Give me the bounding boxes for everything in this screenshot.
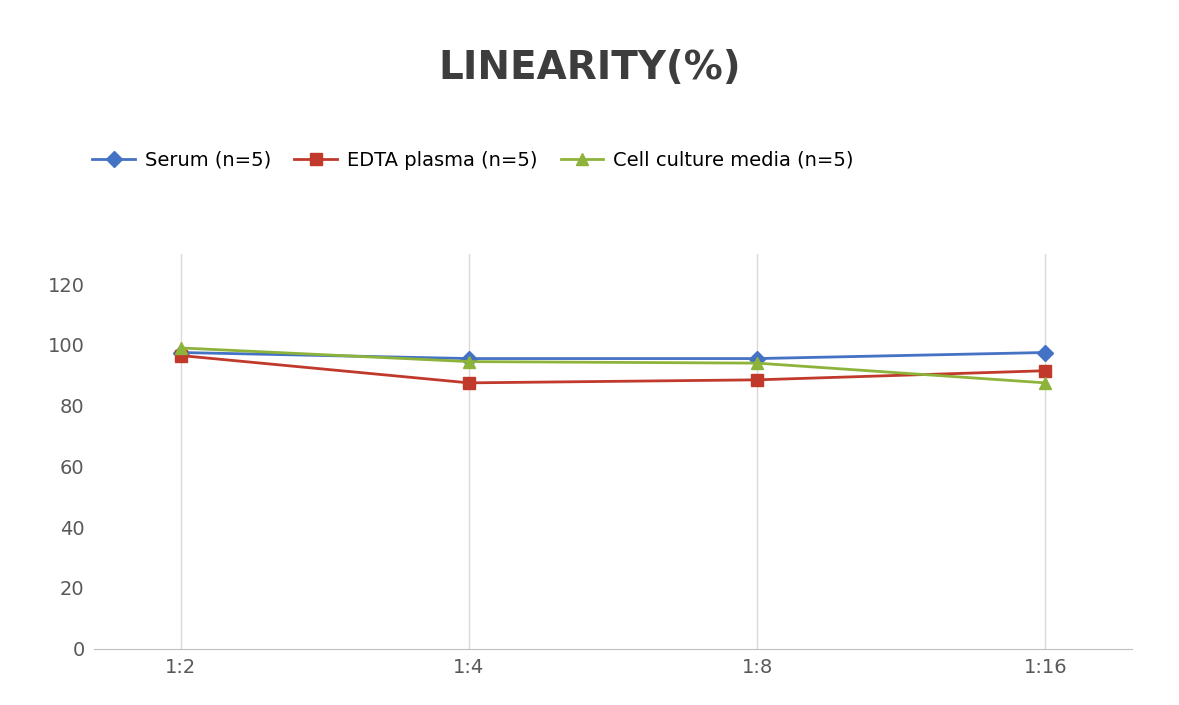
Serum (n=5) [1039, 348, 1053, 357]
Serum (n=5) [750, 355, 764, 363]
Cell culture media (n=5) [462, 357, 476, 366]
Cell culture media (n=5) [750, 359, 764, 367]
Line: Cell culture media (n=5): Cell culture media (n=5) [176, 343, 1050, 388]
Serum (n=5) [173, 348, 187, 357]
Line: Serum (n=5): Serum (n=5) [176, 347, 1050, 364]
EDTA plasma (n=5) [462, 379, 476, 387]
Cell culture media (n=5) [173, 344, 187, 352]
EDTA plasma (n=5) [1039, 367, 1053, 375]
Text: LINEARITY(%): LINEARITY(%) [439, 49, 740, 87]
EDTA plasma (n=5) [173, 351, 187, 360]
Serum (n=5) [462, 355, 476, 363]
EDTA plasma (n=5) [750, 376, 764, 384]
Line: EDTA plasma (n=5): EDTA plasma (n=5) [176, 350, 1050, 388]
Cell culture media (n=5) [1039, 379, 1053, 387]
Legend: Serum (n=5), EDTA plasma (n=5), Cell culture media (n=5): Serum (n=5), EDTA plasma (n=5), Cell cul… [92, 151, 854, 170]
